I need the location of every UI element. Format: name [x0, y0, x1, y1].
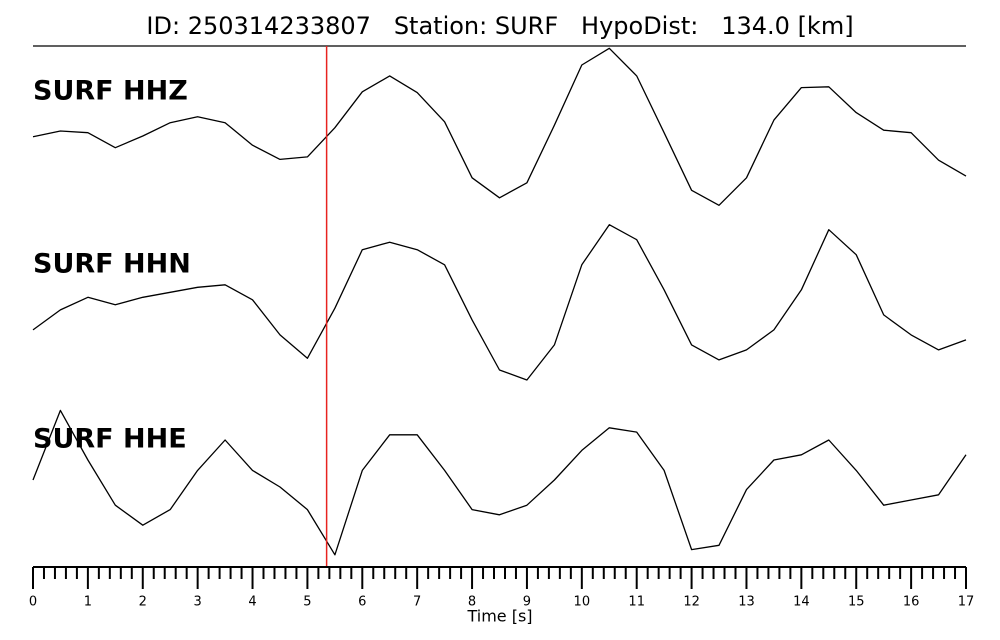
chart-title: ID: 250314233807 Station: SURF HypoDist:… — [146, 12, 853, 40]
trace-label: SURF HHE — [33, 424, 187, 455]
x-tick-label: 17 — [958, 595, 975, 610]
x-axis-label: Time [s] — [466, 607, 532, 626]
x-tick-label: 1 — [84, 595, 92, 610]
x-tick-label: 16 — [903, 595, 920, 610]
trace-line — [32, 47, 967, 206]
x-tick-label: 3 — [194, 595, 202, 610]
x-tick-label: 0 — [29, 595, 37, 610]
x-tick-label: 9 — [523, 595, 531, 610]
x-tick-label: 10 — [574, 595, 591, 610]
x-tick-label: 13 — [738, 595, 755, 610]
x-tick-label: 7 — [413, 595, 421, 610]
trace-label: SURF HHN — [33, 249, 191, 280]
x-tick-label: 2 — [139, 595, 147, 610]
trace-line — [32, 409, 967, 556]
x-tick-label: 15 — [848, 595, 865, 610]
x-tick-label: 5 — [303, 595, 311, 610]
x-tick-label: 8 — [468, 595, 476, 610]
x-tick-label: 4 — [248, 595, 256, 610]
trace-label: SURF HHZ — [33, 76, 188, 107]
x-tick-label: 12 — [683, 595, 700, 610]
x-tick-label: 11 — [628, 595, 645, 610]
x-tick-label: 14 — [793, 595, 810, 610]
trace-line — [32, 224, 967, 381]
x-tick-label: 6 — [358, 595, 366, 610]
